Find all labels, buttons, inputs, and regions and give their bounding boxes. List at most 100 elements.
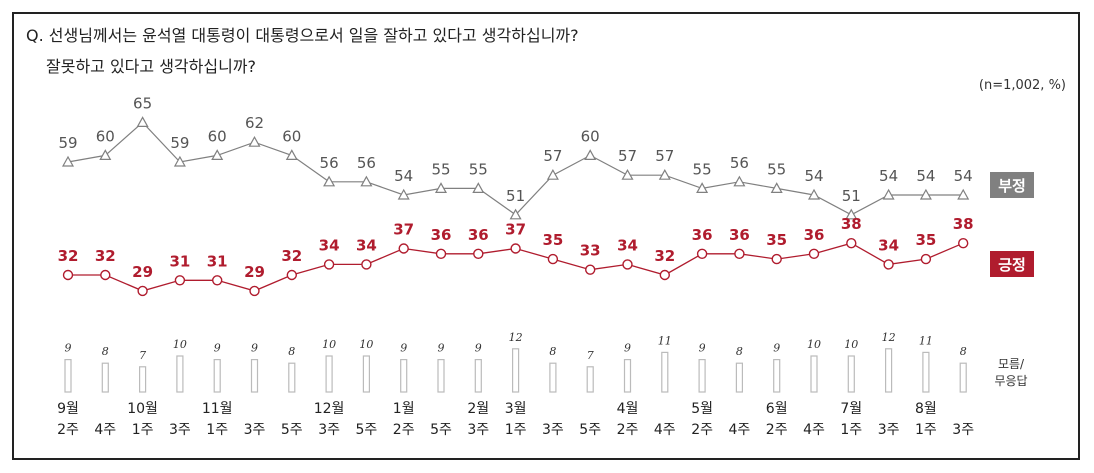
x-tick-week: 4주 xyxy=(803,422,825,438)
negative-value-label: 56 xyxy=(357,154,376,172)
x-tick-month: 9월 xyxy=(57,401,79,417)
dk-value-label: 9 xyxy=(214,342,221,355)
positive-point xyxy=(808,248,820,260)
negative-point xyxy=(733,175,746,187)
question-line-1: Q. 선생님께서는 윤석열 대통령이 대통령으로서 일을 잘하고 있다고 생각하… xyxy=(26,26,579,45)
positive-value-label: 37 xyxy=(505,221,526,239)
negative-point xyxy=(882,188,895,200)
positive-value-label: 36 xyxy=(804,226,825,244)
dk-value-label: 12 xyxy=(882,331,896,344)
dk-value-label: 9 xyxy=(475,342,482,355)
dk-bar xyxy=(511,348,520,393)
dk-value-label: 8 xyxy=(736,345,743,358)
dk-value-label: 8 xyxy=(102,345,109,358)
negative-value-label: 51 xyxy=(842,187,861,205)
legend-positive: 긍정 xyxy=(990,251,1034,277)
positive-point xyxy=(958,237,969,249)
negative-point xyxy=(211,149,224,160)
chart-frame xyxy=(12,12,1080,460)
negative-value-label: 54 xyxy=(804,167,823,185)
dk-bar xyxy=(884,348,893,393)
positive-value-label: 34 xyxy=(319,236,340,254)
legend-positive-label: 긍정 xyxy=(998,256,1026,274)
positive-point xyxy=(622,259,633,270)
positive-value-label: 36 xyxy=(692,226,713,244)
legend-positive-badge xyxy=(990,251,1034,277)
negative-point xyxy=(434,182,448,193)
positive-point xyxy=(100,269,111,281)
positive-point xyxy=(286,269,297,281)
x-tick-month: 7월 xyxy=(840,401,862,417)
positive-point xyxy=(696,248,708,260)
negative-point xyxy=(472,182,485,193)
x-tick-month: 1월 xyxy=(393,401,415,417)
positive-value-label: 34 xyxy=(617,236,638,254)
dk-value-label: 8 xyxy=(288,345,295,358)
x-tick-week: 4주 xyxy=(94,422,116,438)
dk-bar xyxy=(250,359,259,393)
positive-value-label: 29 xyxy=(132,263,153,281)
dk-bar xyxy=(810,355,818,393)
legend-dk-label-1: 모름/ xyxy=(998,357,1025,371)
negative-point xyxy=(99,149,112,160)
negative-value-label: 62 xyxy=(245,114,264,132)
positive-value-label: 32 xyxy=(281,247,302,265)
negative-point xyxy=(509,208,522,220)
negative-value-label: 51 xyxy=(506,187,525,205)
positive-point xyxy=(323,259,335,270)
positive-value-label: 35 xyxy=(542,231,563,249)
dk-bar xyxy=(288,362,296,393)
negative-value-label: 54 xyxy=(916,167,935,185)
positive-point xyxy=(510,243,521,254)
negative-value-label: 55 xyxy=(431,160,450,178)
positive-point xyxy=(585,264,596,275)
x-tick-week: 1주 xyxy=(505,422,527,438)
x-tick-week: 4주 xyxy=(654,422,676,438)
positive-point xyxy=(771,253,782,265)
legend-negative-label: 부정 xyxy=(998,177,1026,195)
dk-bar xyxy=(586,366,594,393)
negative-point xyxy=(173,155,186,167)
negative-value-label: 55 xyxy=(767,160,786,178)
dk-bar xyxy=(623,359,632,393)
positive-series: 32 32 29 31 31 29 32 34 34 37 36 36 37 35 33 34 32 36 36 35… xyxy=(58,215,974,297)
x-tick-week: 5주 xyxy=(579,422,601,438)
negative-value-label: 57 xyxy=(618,147,637,165)
legend-negative: 부정 xyxy=(990,172,1034,198)
negative-value-label: 57 xyxy=(543,147,562,165)
positive-point xyxy=(435,248,447,260)
negative-point xyxy=(285,149,298,160)
dk-bar xyxy=(698,359,706,393)
x-tick-week: 3주 xyxy=(952,422,974,438)
positive-value-label: 35 xyxy=(915,231,936,249)
x-tick-week: 4주 xyxy=(729,422,751,438)
positive-point xyxy=(734,248,745,260)
x-tick-week: 2주 xyxy=(766,422,788,438)
negative-value-label: 56 xyxy=(320,154,339,172)
x-tick-week: 3주 xyxy=(169,422,191,438)
positive-point xyxy=(137,285,148,297)
positive-value-label: 34 xyxy=(878,236,899,254)
x-tick-week: 2주 xyxy=(617,422,639,438)
positive-value-label: 31 xyxy=(207,252,228,270)
negative-value-label: 65 xyxy=(133,94,152,112)
dk-value-label: 11 xyxy=(658,334,672,347)
positive-value-label: 36 xyxy=(431,226,452,244)
positive-point xyxy=(920,253,932,265)
dk-value-label: 9 xyxy=(624,342,631,355)
negative-point xyxy=(248,135,261,147)
negative-point xyxy=(845,208,858,220)
x-tick-month: 8월 xyxy=(915,401,937,417)
dk-bar xyxy=(959,362,967,393)
x-tick-week: 1주 xyxy=(206,422,228,438)
dk-bar xyxy=(176,355,184,393)
negative-point xyxy=(546,168,559,180)
dk-value-label: 7 xyxy=(139,349,146,362)
dk-bar xyxy=(474,359,482,393)
x-tick-week: 5주 xyxy=(430,422,452,438)
dk-value-label: 10 xyxy=(807,338,821,351)
x-tick-week: 5주 xyxy=(356,422,378,438)
positive-value-label: 32 xyxy=(58,247,79,265)
dk-bar xyxy=(773,359,781,393)
